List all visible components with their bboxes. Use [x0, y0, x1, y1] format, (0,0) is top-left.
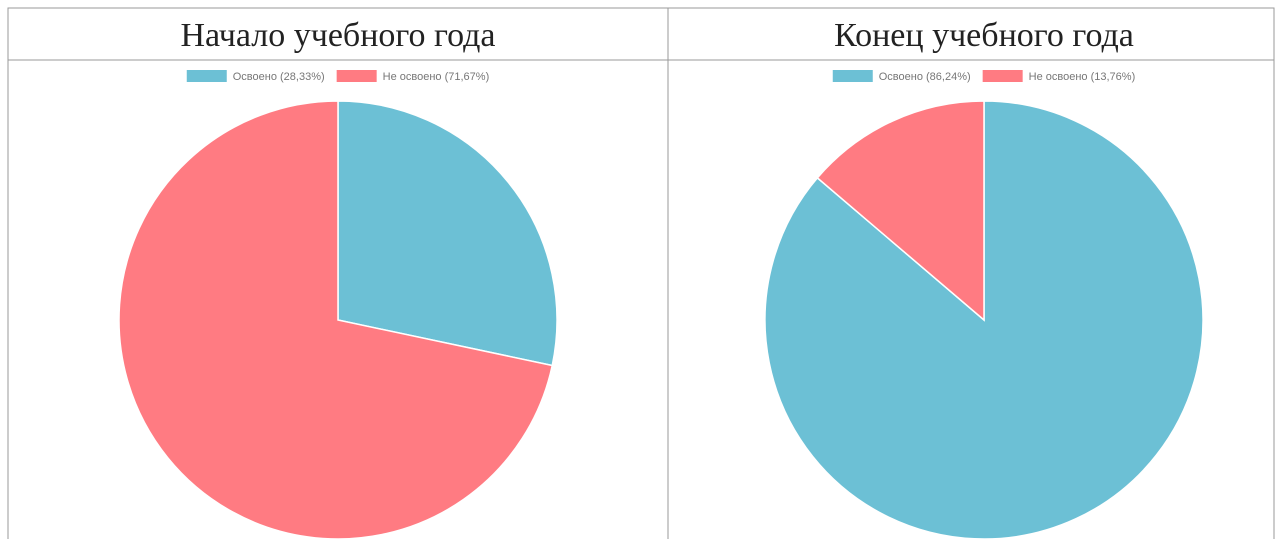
pie-slice — [816, 100, 985, 322]
legend-swatch — [832, 70, 873, 82]
table-border — [7, 7, 1275, 539]
legend-swatch — [186, 70, 227, 82]
legend-swatch — [982, 70, 1023, 82]
pie-slice — [337, 100, 558, 367]
pie-slice — [118, 100, 554, 539]
legend-label: Не освоено (71,67%) — [383, 71, 490, 83]
legend-label: Не освоено (13,76%) — [1029, 71, 1136, 83]
chart-title: Конец учебного года — [834, 17, 1134, 54]
legend-swatch — [336, 70, 377, 82]
chart-title: Начало учебного года — [180, 17, 495, 54]
legend-label: Освоено (28,33%) — [233, 71, 325, 83]
legend-label: Освоено (86,24%) — [879, 71, 971, 83]
